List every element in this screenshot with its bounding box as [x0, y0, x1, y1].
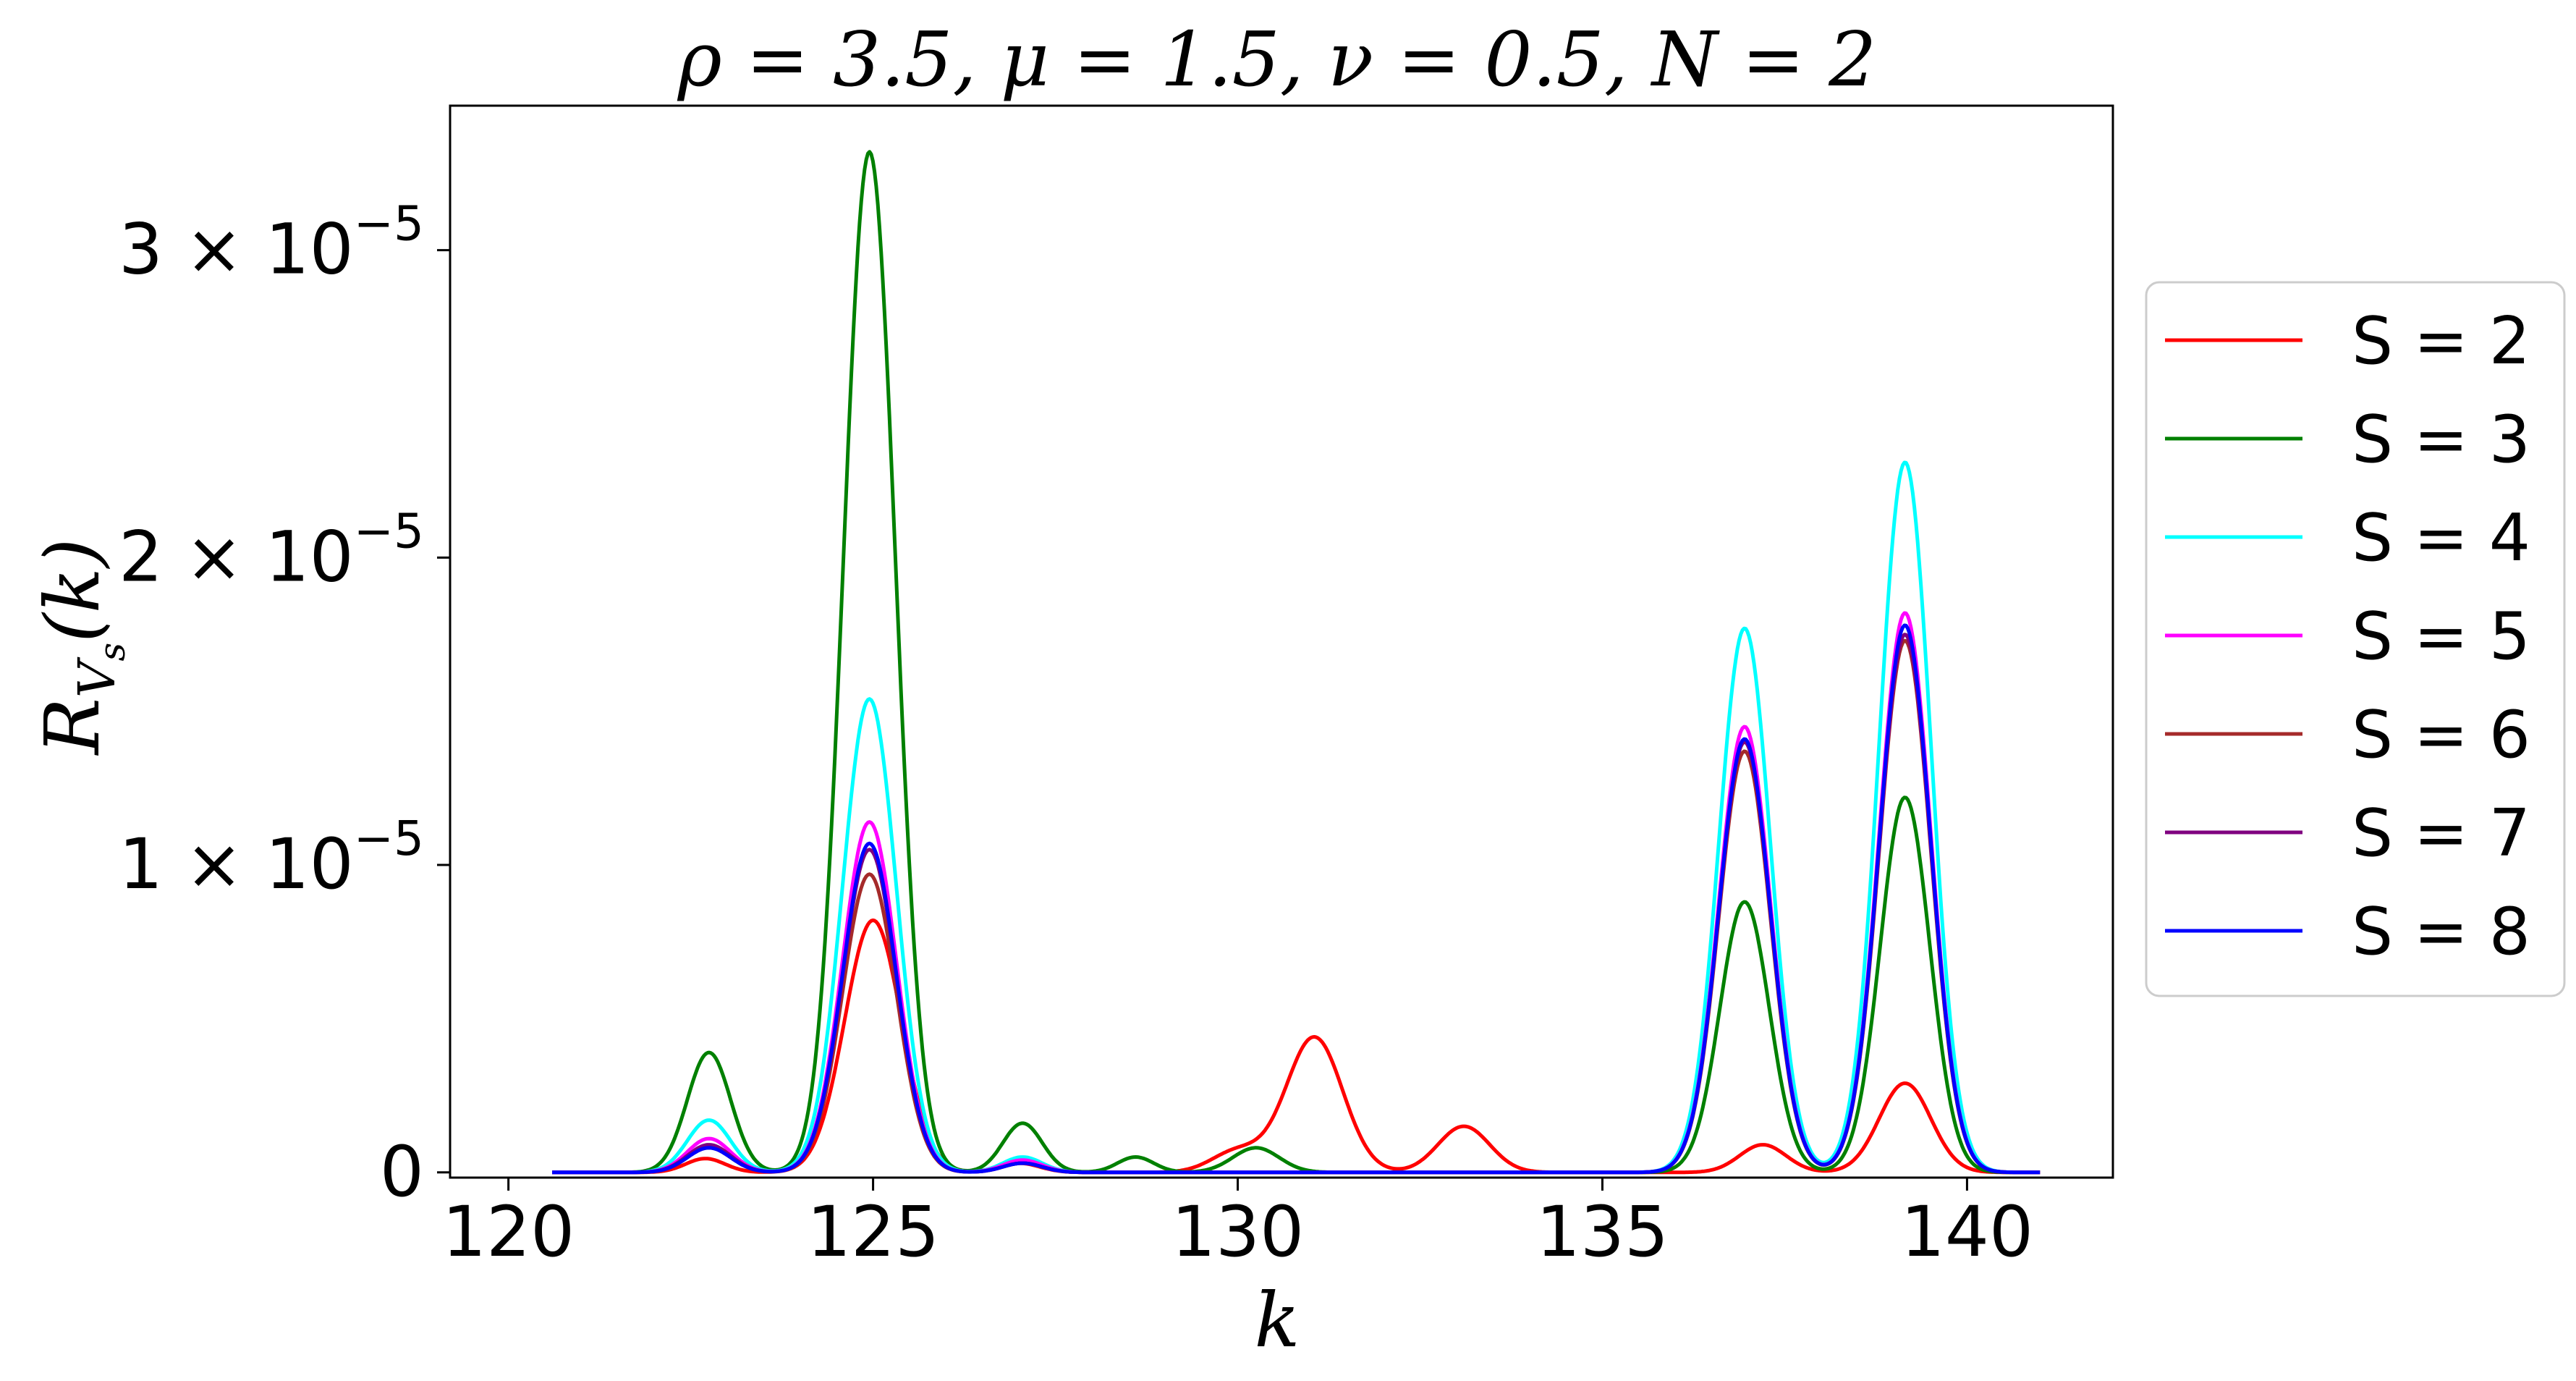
x-tick-label: 135 [1536, 1191, 1669, 1272]
y-tick-mantissa: 2 × 10 [119, 516, 354, 597]
y-tick-label: 3 × 10−5 [119, 196, 424, 290]
chart-title: ρ = 3.5, μ = 1.5, ν = 0.5, N = 2 [677, 15, 1877, 104]
y-tick-label: 1 × 10−5 [119, 811, 424, 905]
series-line-s3 [551, 150, 2041, 1175]
y-axis-label-subsub: s [91, 643, 133, 662]
y-axis-label-main: R [28, 698, 116, 756]
x-tick-label: 125 [807, 1191, 939, 1272]
x-axis: 120 125 130 135 140 [442, 1178, 2033, 1272]
series-line-s5 [551, 611, 2041, 1175]
y-tick-label: 0 [380, 1131, 424, 1212]
y-tick-mantissa: 0 [380, 1131, 424, 1212]
x-axis-label: k [1254, 1276, 1300, 1364]
series-line-s8 [551, 623, 2041, 1175]
plot-area [551, 150, 2041, 1175]
legend-label: S = 7 [2352, 795, 2530, 871]
series-line-s4 [551, 460, 2041, 1175]
y-axis-label-text: RVs(k) [28, 539, 133, 756]
legend-label: S = 5 [2352, 599, 2530, 675]
y-tick-mantissa: 3 × 10 [119, 209, 354, 290]
y-axis-label: RVs(k) [28, 539, 133, 756]
legend-label: S = 8 [2352, 894, 2530, 970]
legend-label: S = 3 [2352, 402, 2530, 478]
x-tick-label: 140 [1901, 1191, 2033, 1272]
y-tick-exponent: −5 [354, 503, 424, 559]
y-tick-exponent: −5 [354, 196, 424, 252]
y-tick-mantissa: 1 × 10 [119, 824, 354, 905]
x-tick-label: 120 [442, 1191, 575, 1272]
legend-label: S = 6 [2352, 697, 2530, 773]
legend-box [2145, 281, 2566, 997]
legend: S = 2 S = 3 S = 4 S = 5 S = 6 S = 7 S = 8 [2165, 303, 2530, 970]
y-tick-label: 2 × 10−5 [119, 503, 424, 597]
series-line-s2 [551, 918, 2041, 1175]
plot-frame [449, 104, 2114, 1179]
legend-label: S = 2 [2352, 303, 2530, 379]
series-line-s7 [551, 633, 2041, 1175]
y-tick-exponent: −5 [354, 811, 424, 866]
y-axis-label-tail: (k) [28, 539, 116, 643]
legend-label: S = 4 [2352, 500, 2530, 576]
y-axis: 01 × 10−52 × 10−53 × 10−5 [119, 196, 450, 1212]
series-line-s6 [551, 638, 2041, 1175]
y-axis-label-sub: V [67, 656, 127, 698]
x-tick-label: 130 [1172, 1191, 1304, 1272]
